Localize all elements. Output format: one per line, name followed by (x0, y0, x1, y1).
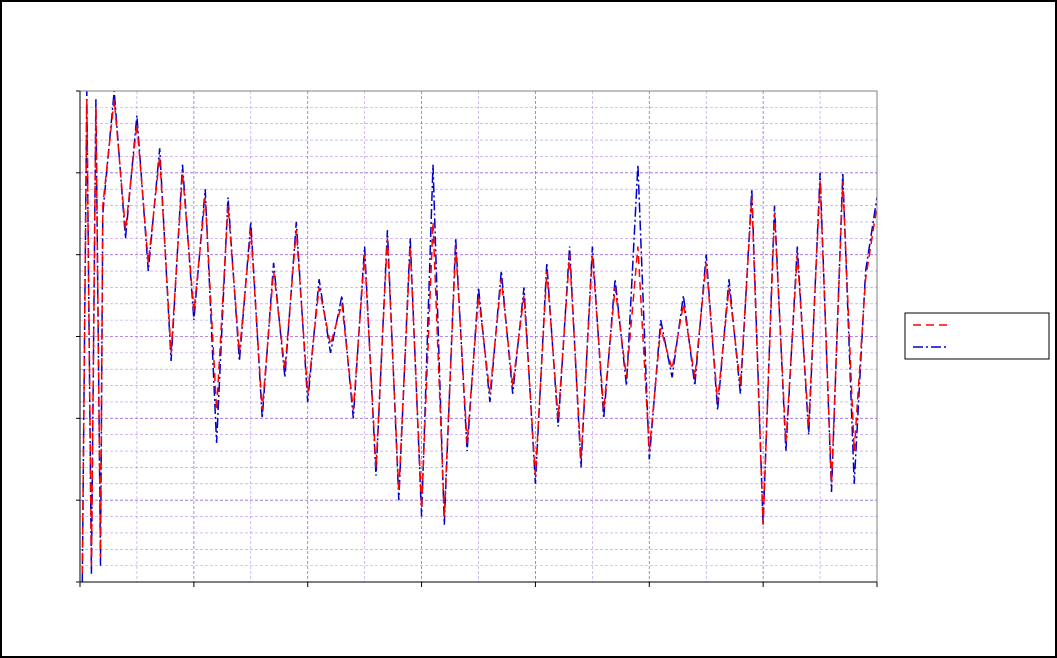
series-group (81, 91, 877, 582)
legend-box (904, 312, 1050, 360)
series-line (81, 99, 877, 574)
